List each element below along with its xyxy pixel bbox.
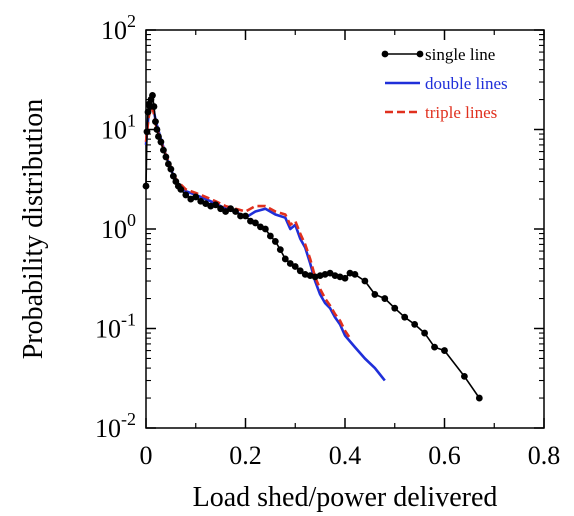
data-point: [276, 246, 284, 254]
x-tick-label: 0.6: [428, 441, 461, 470]
series-line-double-lines: [144, 102, 386, 382]
legend-marker: [381, 50, 389, 58]
legend-label: double lines: [425, 74, 508, 93]
data-point: [421, 329, 428, 337]
data-point: [271, 238, 279, 245]
data-point: [341, 274, 349, 282]
data-point: [182, 191, 190, 199]
data-point: [286, 260, 294, 267]
x-tick-label: 0.4: [329, 441, 362, 470]
tick-labels: 0 0.2 0.4 0.6 0.8 10-2 10-1 100 101 102: [95, 11, 560, 470]
data-point: [361, 277, 369, 285]
data-point: [252, 219, 259, 227]
data-point: [391, 304, 399, 312]
data-point: [177, 186, 185, 193]
data-point: [291, 263, 299, 270]
data-point: [192, 193, 200, 201]
data-point: [144, 108, 152, 116]
data-point: [157, 138, 165, 146]
legend-label: single line: [425, 45, 495, 64]
data-point: [162, 153, 170, 161]
data-point: [169, 172, 177, 180]
data-point: [381, 295, 389, 302]
legend: single line double lines triple lines: [381, 45, 508, 122]
data-point: [262, 225, 269, 233]
data-point: [281, 255, 289, 263]
data-point: [227, 205, 234, 213]
data-point: [149, 92, 156, 99]
data-point: [351, 270, 359, 278]
data-point: [371, 291, 379, 298]
y-tick-label: 101: [101, 111, 136, 145]
axis-ticks: [145, 29, 545, 429]
y-tick-label: 10-2: [95, 409, 136, 443]
data-point: [150, 103, 158, 110]
data-point: [475, 394, 483, 402]
data-point: [461, 373, 468, 380]
data-point: [431, 343, 438, 351]
data-point: [441, 347, 448, 354]
y-axis-label: Probability distribution: [18, 99, 49, 360]
data-point: [242, 212, 249, 220]
series-line-single-line: [145, 94, 480, 399]
data-point: [401, 313, 409, 321]
data-point: [222, 208, 230, 215]
x-tick-label: 0.8: [528, 441, 561, 470]
data-point: [232, 208, 239, 215]
data-point: [266, 232, 274, 240]
data-point: [217, 205, 225, 213]
series-layer: [142, 92, 483, 402]
data-point: [167, 165, 175, 173]
y-tick-label: 102: [101, 11, 136, 45]
legend-marker: [416, 50, 424, 58]
x-axis-label: Load shed/power delivered: [193, 482, 498, 513]
y-tick-label: 10-1: [95, 310, 136, 344]
data-point: [142, 182, 150, 190]
legend-label: triple lines: [425, 103, 497, 122]
data-point: [152, 118, 159, 126]
y-tick-label: 100: [101, 210, 136, 244]
data-point: [411, 320, 419, 328]
data-point: [143, 128, 151, 136]
data-point: [153, 126, 161, 133]
data-point: [164, 160, 172, 168]
data-point: [212, 201, 220, 209]
data-point: [237, 212, 244, 220]
x-tick-label: 0: [140, 441, 153, 470]
data-point: [160, 146, 167, 154]
data-point: [296, 267, 304, 275]
data-point: [155, 133, 162, 140]
x-tick-label: 0.2: [229, 441, 262, 470]
